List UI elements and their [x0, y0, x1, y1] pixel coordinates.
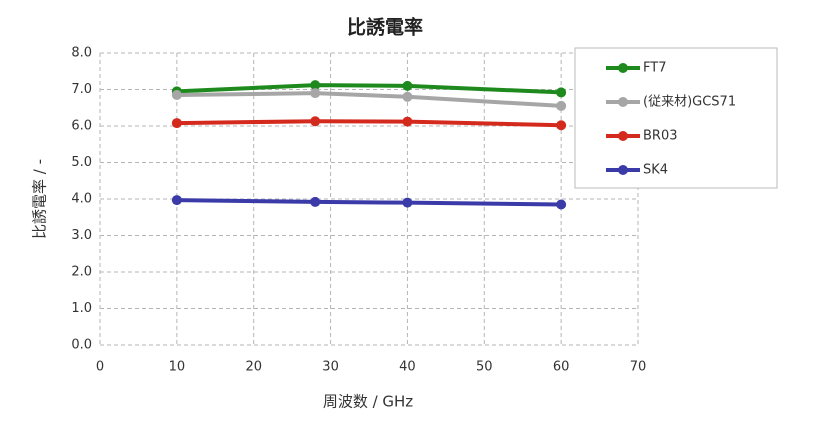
- series-line: [176, 83, 562, 95]
- data-point: [402, 116, 413, 127]
- data-point: [171, 89, 182, 100]
- y-tick-label: 7.0: [71, 82, 92, 97]
- x-axis-label: 周波数 / GHz: [323, 393, 413, 411]
- series-line: [176, 91, 562, 108]
- legend-marker: [618, 97, 628, 107]
- data-point: [171, 195, 182, 206]
- legend-label: SK4: [643, 163, 668, 178]
- data-point: [171, 118, 182, 129]
- data-point: [556, 100, 567, 111]
- y-tick-label: 8.0: [71, 46, 92, 61]
- data-point: [310, 196, 321, 207]
- y-axis-label: 比誘電率 / -: [31, 159, 49, 239]
- legend-marker: [618, 63, 628, 73]
- x-tick-label: 20: [245, 360, 262, 375]
- legend-label: BR03: [643, 129, 678, 144]
- data-point: [556, 120, 567, 131]
- x-tick-label: 60: [553, 360, 570, 375]
- legend-label: FT7: [643, 61, 666, 76]
- series-line: [176, 119, 562, 128]
- x-tick-label: 30: [322, 360, 339, 375]
- data-point: [402, 91, 413, 102]
- data-point: [310, 80, 321, 91]
- x-tick-label: 50: [476, 360, 493, 375]
- y-tick-label: 2.0: [71, 265, 92, 280]
- x-tick-label: 40: [399, 360, 416, 375]
- data-point: [556, 199, 567, 210]
- legend-marker: [618, 131, 628, 141]
- x-tick-label: 70: [630, 360, 647, 375]
- x-tick-label: 0: [96, 360, 104, 375]
- data-point: [402, 80, 413, 91]
- y-tick-label: 1.0: [71, 301, 92, 316]
- chart-title: 比誘電率: [347, 16, 423, 39]
- x-tick-label: 10: [169, 360, 186, 375]
- data-point: [556, 87, 567, 98]
- legend-box: [574, 47, 778, 189]
- legend: FT7 (従来材)GCS71 BR03 SK4: [574, 47, 778, 189]
- series-line: [176, 198, 562, 207]
- legend-label: (従来材)GCS71: [643, 95, 736, 110]
- data-point: [310, 88, 321, 99]
- legend-marker: [618, 165, 628, 175]
- y-tick-label: 3.0: [71, 228, 92, 243]
- y-tick-label: 4.0: [71, 192, 92, 207]
- data-point: [402, 197, 413, 208]
- y-tick-label: 6.0: [71, 119, 92, 134]
- y-tick-label: 0.0: [71, 338, 92, 353]
- data-point: [310, 116, 321, 127]
- y-tick-label: 5.0: [71, 155, 92, 170]
